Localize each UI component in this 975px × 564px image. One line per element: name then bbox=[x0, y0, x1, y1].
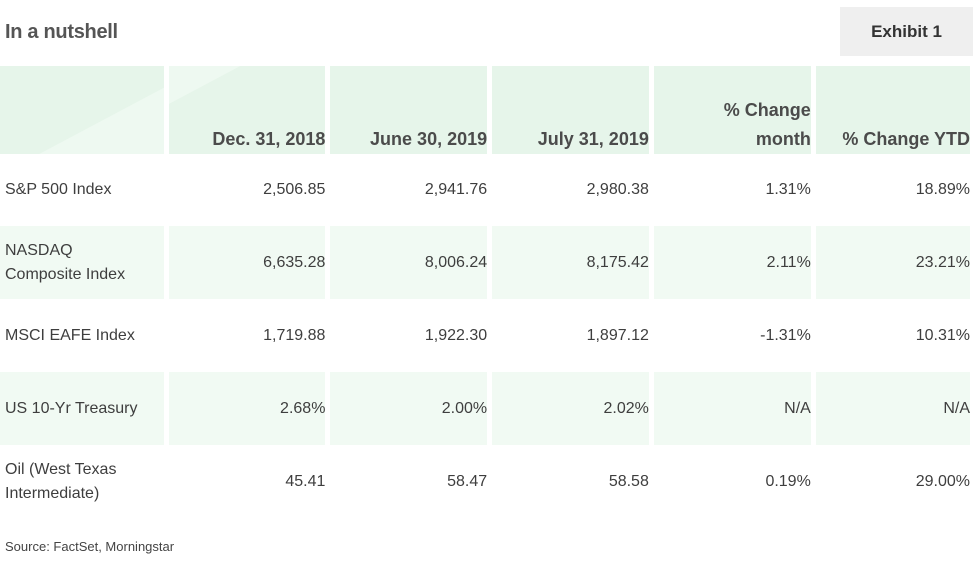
cell-june-2019: 58.47 bbox=[447, 472, 488, 490]
row-label-text: S&P 500 Index bbox=[5, 181, 112, 198]
cell-change-ytd: 18.89% bbox=[915, 181, 970, 198]
header-change-month: % Change month bbox=[653, 66, 811, 154]
table-row: US 10-Yr Treasury 2.68% 2.00% 2.02% N/A … bbox=[0, 372, 970, 445]
row-label: Oil (West Texas Intermediate) bbox=[0, 445, 164, 518]
cell-dec-2018: 45.41 bbox=[285, 472, 326, 490]
row-label: US 10-Yr Treasury bbox=[0, 372, 164, 445]
cell-change-month: 2.11% bbox=[653, 226, 811, 299]
cell-change-ytd: N/A bbox=[815, 372, 970, 445]
table-row: NASDAQ Composite Index 6,635.28 8,006.24 … bbox=[0, 226, 970, 299]
header-change-ytd: % Change YTD bbox=[815, 66, 970, 154]
header-july-2019: July 31, 2019 bbox=[492, 66, 649, 154]
table-row: Oil (West Texas Intermediate) 45.41 58.47… bbox=[0, 445, 970, 518]
header-june-2019: June 30, 2019 bbox=[330, 66, 488, 154]
cell-july-2019: 1,897.12 bbox=[586, 326, 649, 344]
cell-june-2019: 8,006.24 bbox=[330, 226, 488, 299]
cell-change-month: 1.31% bbox=[765, 181, 811, 198]
row-label-text-line2: Composite Index bbox=[5, 265, 126, 283]
row-label-text: Oil (West Texas bbox=[5, 460, 117, 478]
cell-june-2019: 2.00% bbox=[330, 372, 488, 445]
cell-july-2019: 2.02% bbox=[492, 372, 649, 445]
cell-change-month: -1.31% bbox=[760, 326, 811, 344]
header-corner bbox=[0, 66, 164, 154]
cell-july-2019: 2,980.38 bbox=[586, 181, 649, 198]
row-label: NASDAQ Composite Index bbox=[0, 226, 164, 299]
cell-change-ytd: 23.21% bbox=[815, 226, 970, 299]
header-dec-2018: Dec. 31, 2018 bbox=[168, 66, 326, 154]
header-change-month-line2: month bbox=[755, 129, 811, 149]
cell-change-month: N/A bbox=[653, 372, 811, 445]
row-label-text: US 10-Yr Treasury bbox=[5, 399, 138, 417]
cell-june-2019: 1,922.30 bbox=[424, 326, 488, 344]
table-row: MSCI EAFE Index 1,719.88 1,922.30 1,897.… bbox=[0, 299, 970, 372]
cell-change-ytd: 10.31% bbox=[915, 326, 970, 344]
row-label: MSCI EAFE Index bbox=[0, 299, 164, 372]
row-label-text: NASDAQ bbox=[5, 241, 73, 259]
cell-dec-2018: 2,506.85 bbox=[263, 181, 326, 198]
data-table: Dec. 31, 2018 June 30, 2019 July 31, 201… bbox=[0, 66, 975, 518]
source-note: Source: FactSet, Morningstar bbox=[5, 539, 175, 554]
cell-july-2019: 8,175.42 bbox=[492, 226, 649, 299]
table-header-row: Dec. 31, 2018 June 30, 2019 July 31, 201… bbox=[0, 66, 970, 154]
row-label-text: MSCI EAFE Index bbox=[5, 326, 135, 344]
page-title: In a nutshell bbox=[5, 21, 118, 43]
table-row: S&P 500 Index 2,506.85 2,941.76 2,980.38… bbox=[0, 154, 970, 226]
cell-dec-2018: 1,719.88 bbox=[263, 326, 326, 344]
header-change-month-line1: % Change bbox=[723, 100, 811, 120]
cell-june-2019: 2,941.76 bbox=[424, 181, 488, 198]
cell-change-ytd: 29.00% bbox=[915, 472, 970, 490]
row-label-text-line2: Intermediate) bbox=[5, 484, 100, 502]
cell-dec-2018: 6,635.28 bbox=[168, 226, 326, 299]
exhibit-badge: Exhibit 1 bbox=[840, 7, 973, 56]
cell-change-month: 0.19% bbox=[765, 472, 811, 490]
row-label: S&P 500 Index bbox=[0, 154, 164, 226]
cell-dec-2018: 2.68% bbox=[168, 372, 326, 445]
cell-july-2019: 58.58 bbox=[608, 472, 649, 490]
